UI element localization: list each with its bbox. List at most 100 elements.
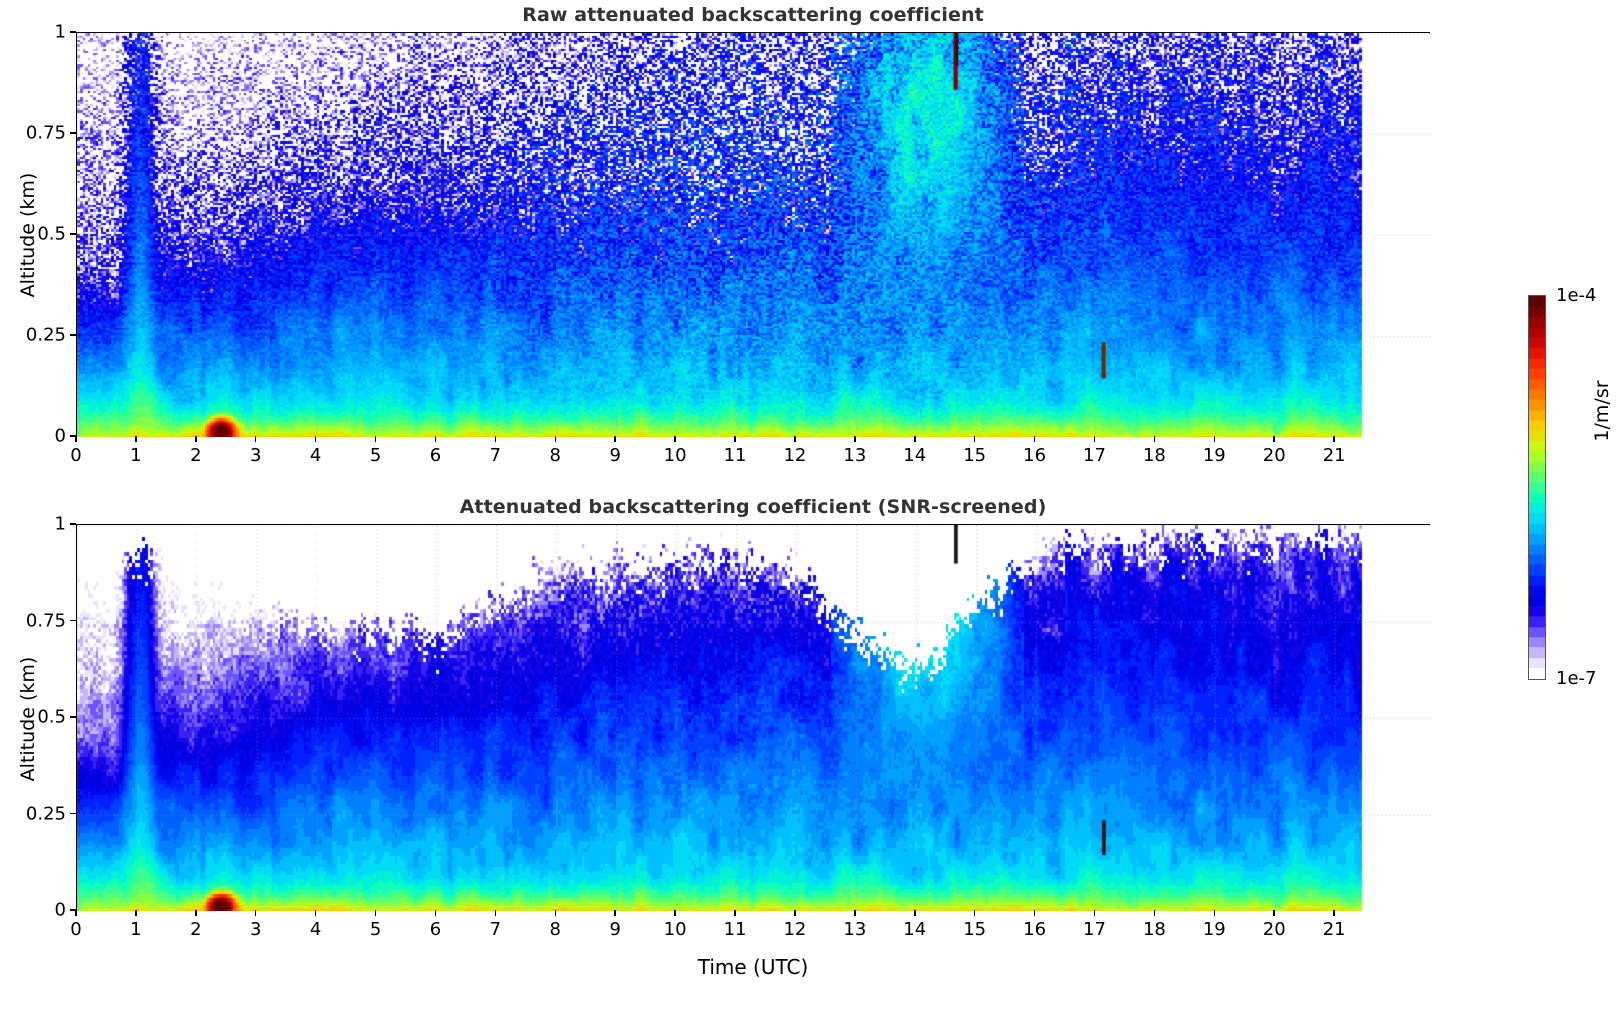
panel-title-screened: Attenuated backscattering coefficient (S… [459, 496, 1047, 518]
x-tick-mark [75, 436, 77, 442]
x-tick-label-screened-7: 7 [489, 919, 502, 940]
x-tick-mark [794, 910, 796, 916]
x-tick-label-screened-11: 11 [723, 919, 747, 940]
x-tick-label-raw-2: 2 [190, 445, 202, 466]
x-tick-label-raw-21: 21 [1322, 445, 1346, 466]
x-tick-mark [195, 436, 197, 442]
x-tick-mark [434, 436, 437, 442]
x-tick-label-screened-1: 1 [130, 919, 142, 940]
x-tick-label-screened-17: 17 [1083, 919, 1106, 940]
x-tick-label-screened-6: 6 [429, 919, 442, 940]
x-tick-mark [973, 910, 976, 916]
x-tick-label-screened-18: 18 [1142, 919, 1166, 940]
x-tick-label-raw-4: 4 [309, 445, 322, 466]
y-tick-mark [70, 716, 76, 718]
colorbar-max-label: 1e-4 [1556, 285, 1597, 306]
x-tick-mark [254, 436, 257, 442]
x-axis-label: Time (UTC) [697, 955, 809, 979]
x-tick-mark [314, 910, 317, 916]
x-tick-label-screened-14: 14 [903, 919, 927, 940]
x-tick-mark [914, 436, 916, 442]
x-tick-label-raw-12: 12 [783, 445, 807, 466]
y-tick-label-raw-4: 1 [54, 21, 66, 43]
x-tick-label-screened-21: 21 [1322, 919, 1346, 940]
x-tick-mark [854, 910, 856, 916]
y-tick-mark [70, 233, 76, 235]
x-tick-label-screened-13: 13 [843, 919, 867, 940]
x-tick-label-raw-18: 18 [1142, 445, 1166, 466]
x-tick-label-screened-4: 4 [309, 919, 322, 940]
y-tick-label-screened-3: 0.75 [25, 610, 66, 631]
x-tick-mark [254, 910, 257, 916]
x-tick-label-raw-13: 13 [843, 445, 867, 466]
x-tick-mark [135, 436, 137, 442]
x-tick-mark [1333, 436, 1335, 442]
x-tick-label-raw-7: 7 [489, 445, 502, 466]
x-tick-mark [854, 436, 856, 442]
x-tick-mark [1273, 910, 1275, 916]
x-tick-label-raw-11: 11 [723, 445, 747, 466]
x-tick-label-screened-5: 5 [369, 919, 382, 940]
x-tick-mark [1033, 910, 1036, 916]
x-tick-mark [914, 910, 916, 916]
x-tick-mark [794, 436, 796, 442]
x-tick-mark [1153, 910, 1156, 916]
x-tick-label-raw-20: 20 [1262, 445, 1286, 466]
x-tick-mark [674, 910, 676, 916]
y-tick-label-screened-0: 0 [54, 899, 66, 921]
x-tick-label-raw-1: 1 [130, 445, 142, 466]
colorbar [1528, 295, 1546, 680]
colorbar-min-label: 1e-7 [1556, 668, 1597, 689]
y-tick-label-raw-1: 0.25 [25, 324, 66, 346]
x-tick-mark [75, 910, 77, 916]
y-tick-mark [70, 31, 76, 33]
x-tick-mark [614, 910, 616, 916]
heatmap-image-raw [77, 33, 1431, 437]
x-tick-label-screened-20: 20 [1262, 919, 1286, 940]
x-tick-mark [434, 910, 437, 916]
y-tick-mark [70, 132, 76, 134]
x-tick-mark [195, 910, 197, 916]
x-tick-label-screened-0: 0 [70, 919, 82, 940]
y-tick-label-screened-4: 1 [54, 513, 66, 535]
x-tick-label-raw-19: 19 [1202, 445, 1226, 466]
colorbar-axis-label: 1/m/sr [1591, 380, 1613, 442]
x-tick-mark [554, 910, 557, 916]
x-tick-label-screened-16: 16 [1023, 919, 1047, 940]
x-tick-mark [1153, 436, 1156, 442]
y-tick-mark [70, 812, 76, 815]
x-tick-label-raw-8: 8 [549, 445, 562, 466]
x-tick-mark [494, 436, 497, 442]
x-tick-mark [674, 436, 676, 442]
x-tick-label-raw-0: 0 [70, 445, 82, 466]
heatmap-panel-screened [76, 524, 1431, 911]
x-tick-mark [734, 910, 736, 916]
y-tick-label-raw-3: 0.75 [25, 122, 66, 144]
x-tick-label-raw-6: 6 [429, 445, 442, 466]
x-tick-mark [1213, 436, 1216, 442]
x-tick-label-screened-8: 8 [549, 919, 562, 940]
x-tick-label-screened-3: 3 [250, 919, 262, 940]
y-tick-mark [70, 334, 76, 336]
x-tick-label-screened-19: 19 [1202, 919, 1226, 940]
x-tick-mark [614, 436, 616, 442]
x-tick-mark [973, 436, 976, 442]
x-tick-mark [374, 436, 377, 442]
colorbar-gradient [1528, 295, 1546, 680]
x-tick-mark [135, 910, 137, 916]
x-tick-mark [1093, 910, 1096, 916]
y-tick-mark [70, 909, 76, 911]
x-tick-label-raw-17: 17 [1083, 445, 1106, 466]
x-tick-label-raw-5: 5 [369, 445, 382, 466]
y-tick-label-raw-2: 0.5 [37, 223, 66, 245]
x-tick-mark [374, 910, 377, 916]
y-tick-mark [70, 523, 76, 525]
y-tick-label-raw-0: 0 [54, 425, 66, 447]
y-tick-mark [70, 435, 76, 437]
heatmap-panel-raw [76, 32, 1431, 437]
panel-title-raw: Raw attenuated backscattering coefficien… [522, 4, 984, 26]
y-tick-label-screened-2: 0.5 [37, 706, 66, 728]
x-tick-label-screened-2: 2 [190, 919, 202, 940]
x-tick-mark [1093, 436, 1096, 442]
